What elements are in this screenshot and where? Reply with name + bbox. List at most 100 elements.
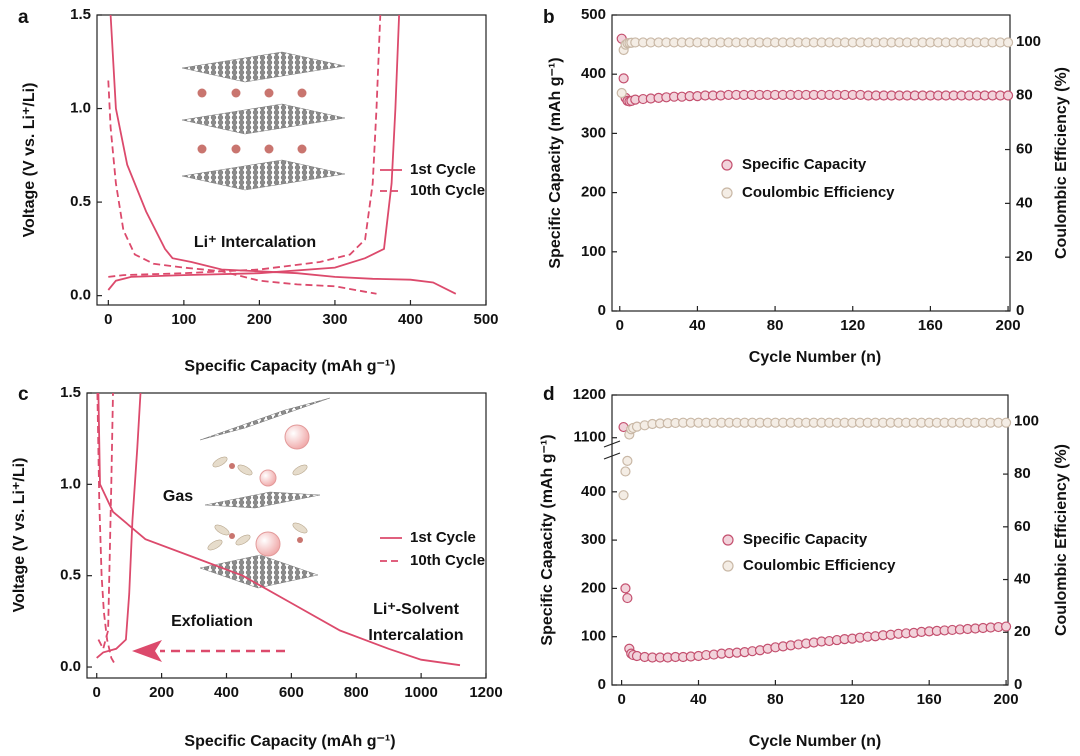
plot-frame: [86, 392, 487, 679]
x-tick-label: 200: [994, 691, 1019, 708]
y-tick-label: 300: [581, 531, 606, 548]
x-tick-label: 200: [247, 311, 272, 328]
data-point: [620, 583, 631, 594]
y-tick-label: 300: [581, 124, 606, 141]
y-tick-label: 1.0: [70, 100, 91, 117]
y2-tick-label: 80: [1016, 87, 1033, 104]
data-point: [616, 87, 627, 99]
x-tick-label: 160: [918, 317, 943, 334]
x-tick-label: 120: [840, 691, 865, 708]
x-tick-label: 600: [279, 684, 304, 701]
x-tick-label: 1200: [469, 684, 502, 701]
x-tick-label: 400: [214, 684, 239, 701]
x-tick-label: 500: [473, 311, 498, 328]
y-tick-label: 1.5: [60, 384, 81, 401]
x-axis-title: Specific Capacity (mAh g⁻¹): [184, 733, 395, 750]
line-series: [107, 14, 457, 295]
y-tick-label: 100: [581, 628, 606, 645]
data-point: [620, 466, 631, 477]
x-axis-title: Cycle Number (n): [749, 349, 881, 366]
data-point: [1002, 90, 1014, 101]
x-tick-label: 300: [322, 311, 347, 328]
y-tick-label: 200: [581, 184, 606, 201]
line-series: [96, 392, 461, 667]
data-point: [1002, 37, 1014, 48]
panel: c 0 200 400 600 800 1000 1200 0.0 0.5 1.0 1.5 Specif…: [11, 384, 502, 750]
data-point: [1000, 621, 1012, 632]
x-axis-title: Cycle Number (n): [749, 733, 881, 750]
y2-tick-label: 20: [1014, 623, 1031, 640]
y-tick-label: 0.0: [70, 287, 91, 304]
data-point: [618, 73, 629, 84]
x-tick-label: 800: [344, 684, 369, 701]
annotation: Li⁺-Solvent: [373, 601, 459, 618]
y2-tick-label: 100: [1014, 412, 1039, 429]
x-tick-label: 40: [690, 691, 707, 708]
panel-label: b: [543, 7, 555, 28]
plot-frame: [96, 14, 487, 306]
panel-label: c: [18, 384, 29, 405]
y2-tick-label: 60: [1016, 141, 1033, 158]
legend-marker: [721, 187, 733, 199]
y-tick-label: 0.0: [60, 658, 81, 675]
y2-axis-title: Coulombic Efficiency (%): [1053, 67, 1070, 259]
legend-label: 1st Cycle: [410, 529, 476, 546]
x-tick-label: 80: [767, 691, 784, 708]
y-tick-label: 200: [581, 579, 606, 596]
y-tick-label: 400: [581, 483, 606, 500]
y2-tick-label: 20: [1016, 248, 1033, 265]
data-point: [1000, 417, 1012, 428]
panel: b0 40 80 120 160 2000100200300400500020406080…: [543, 6, 1070, 366]
y2-tick-label: 0: [1014, 676, 1022, 693]
x-tick-label: 0: [616, 317, 624, 334]
y2-tick-label: 40: [1014, 571, 1031, 588]
x-tick-label: 160: [917, 691, 942, 708]
line-series: [107, 14, 382, 295]
x-tick-label: 0: [617, 691, 625, 708]
x-tick-label: 0: [93, 684, 101, 701]
y-axis-title: Specific Capacity (mAh g⁻¹): [547, 57, 564, 268]
y2-tick-label: 0: [1016, 302, 1024, 319]
data-point: [618, 490, 629, 501]
legend-label: 1st Cycle: [410, 161, 476, 178]
graphene-illustration-a: [181, 51, 346, 191]
plot-frame: [611, 14, 1011, 312]
y2-axis-title: Coulombic Efficiency (%): [1053, 444, 1070, 636]
y2-tick-label: 100: [1016, 33, 1041, 50]
exfoliation-arrow: [132, 640, 285, 662]
annotation: Gas: [163, 488, 193, 505]
x-tick-label: 80: [767, 317, 784, 334]
y-axis-title: Voltage (V vs. Li⁺/Li): [11, 458, 28, 613]
y-tick-label: 500: [581, 6, 606, 23]
y2-tick-label: 40: [1016, 194, 1033, 211]
x-tick-label: 40: [689, 317, 706, 334]
line-series: [96, 392, 117, 666]
legend-label: Specific Capacity: [743, 531, 868, 548]
x-tick-label: 1000: [404, 684, 437, 701]
legend-label: Coulombic Efficiency: [742, 184, 895, 201]
y2-tick-label: 80: [1014, 465, 1031, 482]
x-tick-label: 400: [398, 311, 423, 328]
x-tick-label: 0: [104, 311, 112, 328]
x-tick-label: 200: [996, 317, 1021, 334]
y-tick-label: 1.0: [60, 475, 81, 492]
data-point: [622, 455, 633, 467]
y-tick-label: 0.5: [60, 567, 81, 584]
annotation: Intercalation: [368, 627, 463, 644]
y-tick-label: 1100: [573, 429, 606, 446]
legend-label: Specific Capacity: [742, 156, 867, 173]
legend-label: 10th Cycle: [410, 552, 485, 569]
y-tick-label: 0: [598, 676, 606, 693]
y-tick-label: 0.5: [70, 193, 91, 210]
data-point: [622, 592, 633, 604]
y-tick-label: 400: [581, 65, 606, 82]
legend-marker: [722, 560, 734, 572]
legend-label: Coulombic Efficiency: [743, 557, 896, 574]
panel: d0 40 80 120 160 2000100200300400110012000204…: [539, 384, 1070, 750]
y-tick-label: 100: [581, 243, 606, 260]
x-tick-label: 200: [149, 684, 174, 701]
annotation: Li⁺ Intercalation: [194, 234, 316, 251]
annotation: Exfoliation: [171, 613, 253, 630]
panel-label: a: [18, 7, 29, 28]
